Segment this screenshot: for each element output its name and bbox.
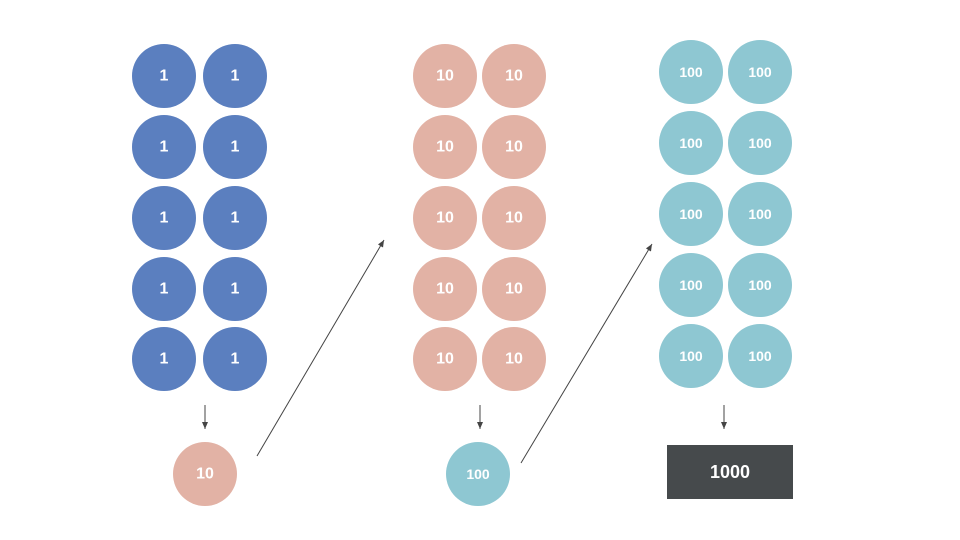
coin-label: 100 (748, 64, 772, 80)
coin (413, 327, 477, 391)
coin (728, 253, 792, 317)
coin-label: 100 (679, 64, 703, 80)
coin (728, 324, 792, 388)
coin (659, 182, 723, 246)
coin-label: 1 (231, 210, 240, 227)
coin (132, 115, 196, 179)
coin-label: 100 (679, 206, 703, 222)
coin-label: 100 (679, 135, 703, 151)
result-coin (173, 442, 237, 506)
coin (413, 44, 477, 108)
arrow-next (520, 243, 653, 464)
coin-label: 1 (160, 210, 169, 227)
coin-label: 10 (436, 139, 454, 156)
result-box (667, 445, 793, 499)
coin (482, 44, 546, 108)
coin (132, 44, 196, 108)
coin (413, 115, 477, 179)
coin (482, 186, 546, 250)
result-label: 1000 (710, 462, 750, 482)
coin (132, 327, 196, 391)
coin (132, 186, 196, 250)
coin (132, 257, 196, 321)
coin-label: 1 (231, 281, 240, 298)
coin-label: 1 (160, 281, 169, 298)
coin (659, 111, 723, 175)
result-coin (446, 442, 510, 506)
coin (203, 44, 267, 108)
coin (203, 257, 267, 321)
result-label: 10 (196, 466, 214, 483)
coin (482, 327, 546, 391)
coin-label: 10 (436, 351, 454, 368)
coin (413, 186, 477, 250)
coin-label: 1 (231, 139, 240, 156)
coin-label: 100 (748, 206, 772, 222)
arrow-next (256, 239, 385, 457)
coin-label: 100 (748, 135, 772, 151)
coin (659, 40, 723, 104)
coin (482, 115, 546, 179)
coin (203, 327, 267, 391)
coin-label: 100 (748, 277, 772, 293)
coin-label: 100 (748, 348, 772, 364)
coin-label: 1 (231, 351, 240, 368)
coin-label: 1 (160, 139, 169, 156)
coin-label: 100 (679, 277, 703, 293)
coin-label: 10 (436, 68, 454, 85)
coin (728, 40, 792, 104)
result-label: 100 (466, 466, 490, 482)
coin-label: 1 (160, 68, 169, 85)
coin-label: 10 (505, 68, 523, 85)
coin-label: 1 (231, 68, 240, 85)
coin-label: 10 (505, 281, 523, 298)
coin-label: 10 (436, 210, 454, 227)
coin-label: 10 (436, 281, 454, 298)
coin (203, 115, 267, 179)
coin-label: 10 (505, 210, 523, 227)
coin (482, 257, 546, 321)
coin-label: 100 (679, 348, 703, 364)
coin (659, 324, 723, 388)
coin (728, 182, 792, 246)
coin (203, 186, 267, 250)
coin-label: 1 (160, 351, 169, 368)
coin (659, 253, 723, 317)
coin-label: 10 (505, 351, 523, 368)
coin (413, 257, 477, 321)
coin (728, 111, 792, 175)
coin-label: 10 (505, 139, 523, 156)
